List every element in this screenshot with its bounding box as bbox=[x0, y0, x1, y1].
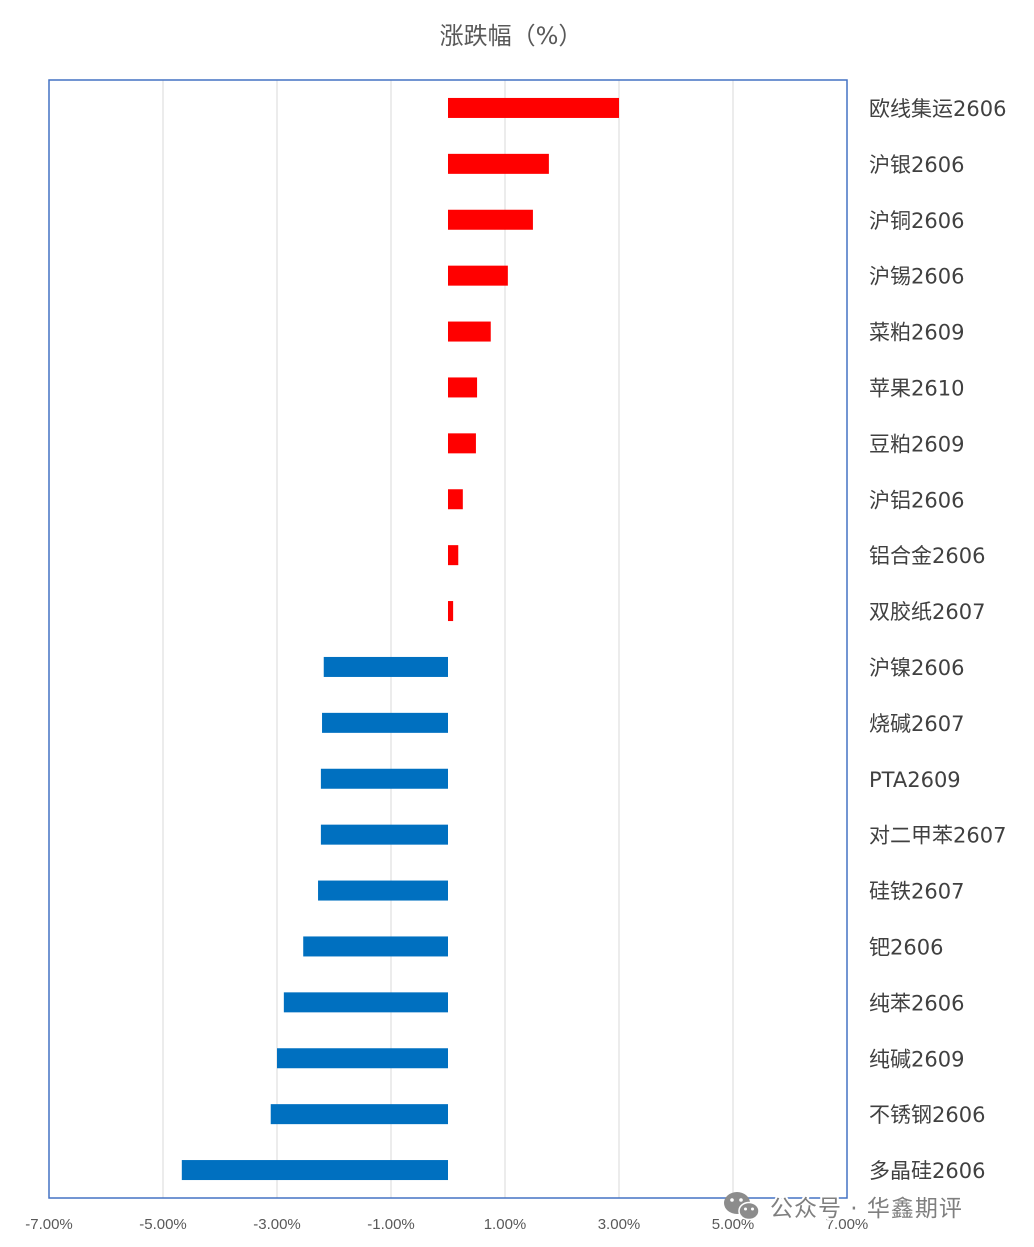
category-label: 欧线集运2606 bbox=[869, 97, 1006, 121]
bar bbox=[181, 1160, 448, 1181]
category-label: 对二甲苯2607 bbox=[869, 824, 1006, 848]
x-tick-label: 5.00% bbox=[712, 1216, 755, 1233]
gridlines bbox=[162, 80, 734, 1198]
category-label: 硅铁2607 bbox=[869, 880, 964, 904]
x-tick-label: -3.00% bbox=[253, 1216, 301, 1233]
category-label: 钯2606 bbox=[869, 935, 943, 959]
x-tick-label: 7.00% bbox=[826, 1216, 869, 1233]
category-label: 菜粕2609 bbox=[869, 321, 964, 345]
bar bbox=[448, 265, 508, 286]
category-label: 纯碱2609 bbox=[869, 1047, 964, 1071]
watermark-text: 公众号 · 华鑫期评 bbox=[770, 1196, 963, 1222]
bars bbox=[181, 97, 619, 1181]
x-tick-label: 3.00% bbox=[598, 1216, 641, 1233]
bar bbox=[283, 992, 448, 1013]
bar bbox=[448, 209, 533, 230]
bar bbox=[277, 1048, 448, 1069]
bar bbox=[303, 936, 448, 957]
x-tick-label: 1.00% bbox=[484, 1216, 527, 1233]
category-label: 豆粕2609 bbox=[869, 432, 964, 456]
category-label: 沪镍2606 bbox=[869, 656, 964, 680]
category-label: 烧碱2607 bbox=[869, 712, 964, 736]
bar bbox=[320, 824, 448, 845]
category-label: 沪铝2606 bbox=[869, 488, 964, 512]
category-label: 沪银2606 bbox=[869, 153, 964, 177]
x-axis-tick-labels: -7.00% -5.00% -3.00% -1.00% 1.00% 3.00% 5.00% 7… bbox=[25, 1216, 868, 1233]
x-tick-label: -5.00% bbox=[139, 1216, 187, 1233]
plot-area-border bbox=[48, 79, 848, 1199]
bar bbox=[448, 97, 619, 118]
watermark: 公众号 · 华鑫期评 bbox=[724, 1192, 964, 1224]
bar bbox=[318, 880, 448, 901]
bar bbox=[448, 601, 454, 622]
bar bbox=[270, 1104, 448, 1125]
category-label: 纯苯2606 bbox=[869, 991, 964, 1015]
category-labels: 欧线集运2606 沪银2606 沪铜2606 沪锡2606 菜粕2609 苹果2610 豆粕… bbox=[869, 97, 1006, 1183]
category-label: 多晶硅2606 bbox=[869, 1159, 985, 1183]
category-label: 不锈钢2606 bbox=[869, 1103, 985, 1127]
category-label: 沪锡2606 bbox=[869, 265, 964, 289]
category-label: 沪铜2606 bbox=[869, 209, 964, 233]
x-tick-label: -1.00% bbox=[367, 1216, 415, 1233]
category-label: 铝合金2606 bbox=[869, 544, 985, 568]
bar bbox=[323, 656, 448, 677]
bar bbox=[320, 768, 448, 789]
bar bbox=[448, 545, 459, 566]
bar bbox=[448, 321, 491, 342]
bar bbox=[448, 377, 478, 398]
bar bbox=[448, 153, 549, 174]
bar bbox=[448, 489, 463, 510]
category-label: 苹果2610 bbox=[869, 376, 964, 400]
x-tick-label: -7.00% bbox=[25, 1216, 73, 1233]
category-label: PTA2609 bbox=[869, 768, 961, 792]
bar bbox=[448, 433, 476, 454]
wechat-icon bbox=[724, 1192, 760, 1221]
bar bbox=[322, 712, 448, 733]
chart-title: 涨跌幅（%） bbox=[440, 22, 583, 50]
category-label: 双胶纸2607 bbox=[869, 600, 985, 624]
